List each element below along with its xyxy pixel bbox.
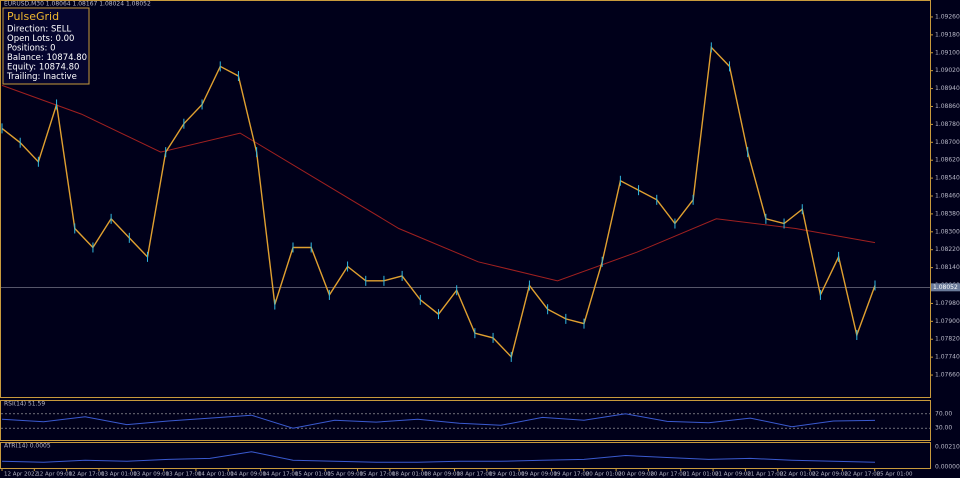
info-line: Open Lots: 0.00 — [7, 34, 74, 44]
info-line: Balance: 10874.80 — [7, 53, 87, 63]
price-label: 1.07740 — [935, 354, 960, 361]
time-label: 15 Apr 01:00 — [295, 472, 331, 478]
time-label: 20 Apr 01:00 — [586, 472, 622, 478]
atr-line — [1, 451, 876, 463]
price-label: 1.08940 — [935, 85, 960, 92]
symbol-header: EURUSD,M30 1.08064 1.08167 1.08024 1.080… — [4, 1, 151, 8]
time-label: 18 Apr 09:00 — [424, 472, 460, 478]
time-label: 14 Apr 01:00 — [198, 472, 234, 478]
current-price-label: 1.08052 — [933, 284, 958, 291]
price-label: 1.08140 — [935, 264, 960, 271]
time-label: 20 Apr 09:00 — [618, 472, 654, 478]
time-label: 22 Apr 09:00 — [812, 472, 848, 478]
price-label: 1.08380 — [935, 210, 960, 217]
price-label: 1.07980 — [935, 300, 960, 307]
time-label: 21 Apr 01:00 — [683, 472, 719, 478]
atr-label: ATR(14) 0.0005 — [4, 443, 51, 450]
price-label: 1.08300 — [935, 228, 960, 235]
info-title: PulseGrid — [7, 10, 59, 23]
rsi-level-label: 70.00 — [935, 410, 952, 417]
current-price-box — [931, 283, 960, 292]
rsi-pane-border — [0, 400, 931, 441]
time-label: 15 Apr 09:00 — [327, 472, 363, 478]
price-label: 1.07900 — [935, 318, 960, 325]
time-label: 19 Apr 17:00 — [553, 472, 589, 478]
atr-tick-label: 0.00210 — [935, 443, 960, 450]
time-label: 21 Apr 09:00 — [715, 472, 751, 478]
rsi-level-label: 30.00 — [935, 425, 952, 432]
info-panel — [2, 7, 90, 85]
time-label: 13 Apr 01:00 — [101, 472, 137, 478]
time-label: 18 Apr 01:00 — [392, 472, 428, 478]
price-label: 1.07660 — [935, 372, 960, 379]
time-label: 22 Apr 17:00 — [844, 472, 880, 478]
price-label: 1.09180 — [935, 31, 960, 38]
rsi-line — [1, 413, 876, 429]
price-label: 1.08860 — [935, 103, 960, 110]
info-line: Positions: 0 — [7, 44, 56, 54]
moving-average — [1, 84, 876, 282]
atr-pane-border — [0, 442, 931, 469]
rsi-label: RSI(14) 51.59 — [4, 401, 45, 408]
price-label: 1.08460 — [935, 193, 960, 200]
time-label: 12 Apr 09:00 — [36, 472, 72, 478]
time-label: 13 Apr 17:00 — [166, 472, 202, 478]
price-label: 1.08780 — [935, 121, 960, 128]
time-label: 22 Apr 01:00 — [780, 472, 816, 478]
price-label: 1.08700 — [935, 139, 960, 146]
price-label: 1.08540 — [935, 175, 960, 182]
time-label: 13 Apr 09:00 — [133, 472, 169, 478]
price-label: 1.07820 — [935, 336, 960, 343]
info-line: Direction: SELL — [7, 25, 71, 35]
time-label: 18 Apr 17:00 — [457, 472, 493, 478]
info-line: Equity: 10874.80 — [7, 63, 79, 73]
price-label: 1.09100 — [935, 49, 960, 56]
time-label: 21 Apr 17:00 — [747, 472, 783, 478]
price-label: 1.08220 — [935, 246, 960, 253]
atr-tick-label: 0.00000 — [935, 464, 960, 471]
price-label: 1.08620 — [935, 157, 960, 164]
time-label: 19 Apr 09:00 — [521, 472, 557, 478]
time-label: 20 Apr 17:00 — [650, 472, 686, 478]
info-line: Trailing: Inactive — [6, 72, 77, 82]
time-label: 25 Apr 01:00 — [877, 472, 913, 478]
main-pane-border — [0, 0, 931, 398]
time-label: 19 Apr 01:00 — [489, 472, 525, 478]
time-label: 14 Apr 09:00 — [230, 472, 266, 478]
time-label: 12 Apr 2022 — [4, 472, 38, 478]
price-label: 1.09260 — [935, 13, 960, 20]
price-label: 1.09020 — [935, 67, 960, 74]
time-label: 15 Apr 17:00 — [360, 472, 396, 478]
time-label: 14 Apr 17:00 — [263, 472, 299, 478]
time-label: 12 Apr 17:00 — [69, 472, 105, 478]
